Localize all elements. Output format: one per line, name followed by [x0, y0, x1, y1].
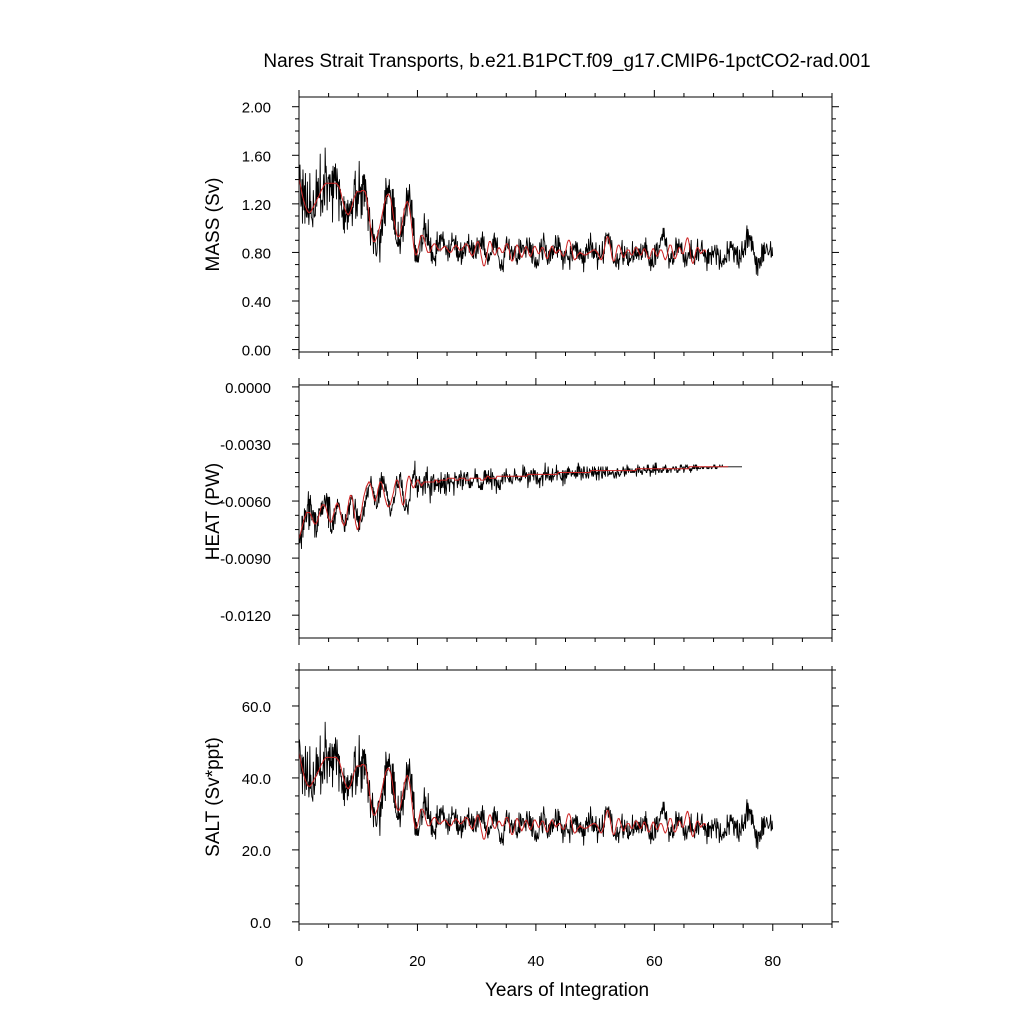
- plot-frame: [298, 96, 833, 353]
- y-tick-label: 2.00: [242, 100, 271, 117]
- x-tick-label: 40: [528, 953, 545, 970]
- y-axis-label: HEAT (PW): [203, 463, 224, 560]
- x-tick-label: 0: [295, 953, 303, 970]
- y-tick-label: 40.0: [242, 771, 271, 788]
- plot-frame: [298, 384, 833, 639]
- smoothed-series-line-2: [299, 466, 729, 540]
- y-tick-label: -0.0090: [220, 551, 271, 568]
- y-tick-label: 0.00: [242, 343, 271, 360]
- y-tick-label: -0.0060: [220, 494, 271, 511]
- smoothed-series-line-1: [299, 178, 707, 267]
- y-tick-label: 1.60: [242, 148, 271, 165]
- y-tick-label: 0.80: [242, 245, 271, 262]
- y-tick-label: -0.0120: [220, 608, 271, 625]
- y-tick-label: 0.0: [250, 915, 271, 932]
- y-tick-label: 1.20: [242, 197, 271, 214]
- y-tick-label: 0.40: [242, 294, 271, 311]
- raw-series-line-2: [299, 460, 742, 550]
- y-tick-label: -0.0030: [220, 437, 271, 454]
- plot-frame: [298, 669, 833, 925]
- y-axis-label: MASS (Sv): [203, 178, 224, 272]
- x-axis-label: Years of Integration: [485, 980, 649, 1001]
- smoothed-series-line-3: [299, 752, 707, 840]
- x-tick-label: 20: [409, 953, 426, 970]
- y-tick-label: 20.0: [242, 843, 271, 860]
- y-tick-label: 0.0000: [225, 380, 271, 397]
- chart-title: Nares Strait Transports, b.e21.B1PCT.f09…: [263, 51, 870, 72]
- panel-1: 0.00 0.40 0.80 1.20 1.60 2.00 MASS (Sv): [203, 90, 839, 360]
- panel-2: -0.0120 -0.0090 -0.0060 -0.0030 0.0000 HEAT (…: [203, 378, 839, 645]
- x-tick-label: 60: [646, 953, 663, 970]
- y-axis-label: SALT (Sv*ppt): [203, 737, 224, 857]
- panel-3: 0.0 20.0 40.0 60.0 0 20 40 60 80 SALT (Sv*ppt): [203, 663, 839, 970]
- raw-series-line-3: [299, 721, 774, 850]
- raw-series-line-1: [299, 147, 774, 276]
- y-tick-label: 60.0: [242, 699, 271, 716]
- x-tick-label: 80: [764, 953, 781, 970]
